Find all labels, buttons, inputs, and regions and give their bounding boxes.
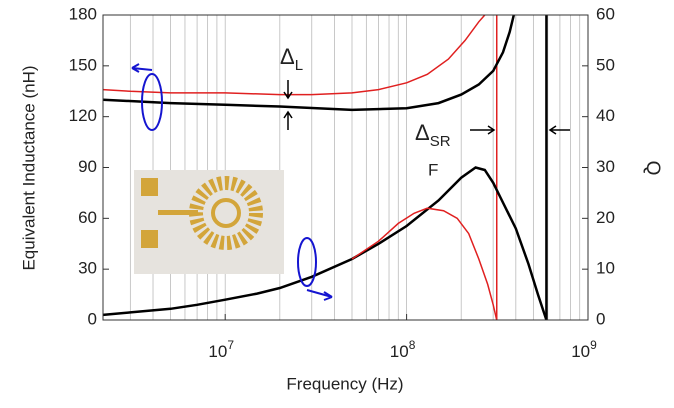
y-tick-label: 0 <box>88 309 97 328</box>
x-axis-label: Frequency (Hz) <box>286 374 403 393</box>
plot-area <box>103 15 588 320</box>
series-line <box>351 207 498 321</box>
x-tick-label: 109 <box>571 338 597 361</box>
x-tick-base: 10 <box>390 342 409 361</box>
series-line <box>102 166 548 321</box>
x-tick-label: 108 <box>390 338 416 361</box>
y-tick-label: 90 <box>78 157 97 176</box>
y2-tick-label: 40 <box>596 106 615 125</box>
y-tick-label: 30 <box>78 259 97 278</box>
x-tick-exp: 7 <box>227 338 234 352</box>
annotation-arrows <box>283 80 570 135</box>
x-tick-base: 10 <box>571 342 590 361</box>
annotation-delta-sr: ΔSR <box>415 120 451 150</box>
y2-tick-label: 30 <box>596 157 615 176</box>
y-tick-label: 120 <box>69 106 97 125</box>
x-tick-base: 10 <box>208 342 227 361</box>
y-axis-label: Equivalent Inductance (nH) <box>19 65 38 270</box>
annotation-delta-l: ΔL <box>280 44 303 74</box>
annotation-f: F <box>428 160 438 179</box>
y-tick-label: 150 <box>69 55 97 74</box>
y2-axis-label: Q <box>642 161 663 176</box>
axis-indicators <box>131 63 333 301</box>
y2-tick-label: 20 <box>596 208 615 227</box>
y-tick-label: 60 <box>78 208 97 227</box>
x-tick-label: 107 <box>208 338 234 361</box>
series-line <box>102 14 486 96</box>
series-line <box>102 14 516 112</box>
inset-photo <box>134 170 284 274</box>
x-tick-exp: 9 <box>590 338 597 352</box>
y-tick-label: 180 <box>69 4 97 23</box>
x-tick-exp: 8 <box>409 338 416 352</box>
y2-tick-label: 0 <box>596 309 605 328</box>
y2-tick-label: 60 <box>596 4 615 23</box>
y2-tick-label: 10 <box>596 259 615 278</box>
y2-tick-label: 50 <box>596 55 615 74</box>
